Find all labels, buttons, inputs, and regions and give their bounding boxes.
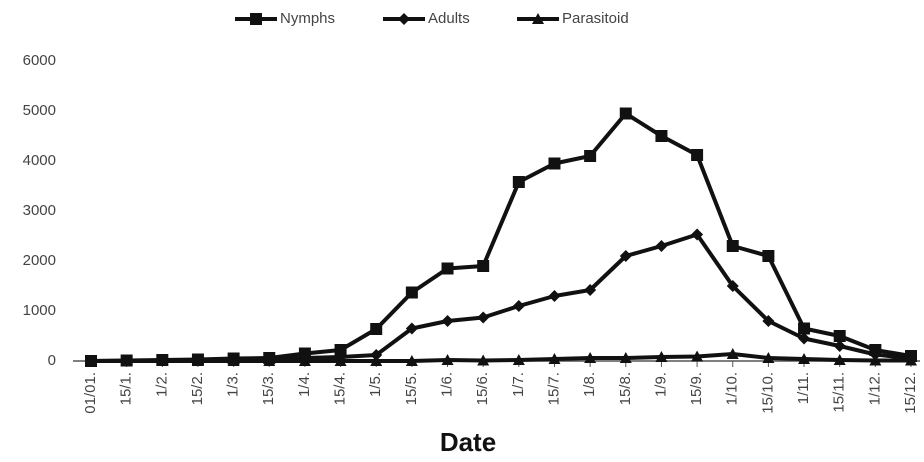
marker — [798, 322, 811, 335]
marker — [191, 355, 204, 366]
x-tick-label: 15/5. — [403, 372, 420, 405]
marker — [441, 354, 454, 365]
marker — [370, 355, 383, 366]
marker — [334, 355, 347, 366]
marker — [477, 354, 490, 366]
marker — [512, 354, 525, 365]
marker — [691, 228, 704, 241]
marker — [85, 355, 97, 366]
x-tick-label: 01/01. — [82, 372, 99, 414]
marker — [405, 355, 418, 366]
marker — [263, 355, 276, 366]
marker — [798, 353, 811, 364]
x-tick-label: 1/5. — [367, 372, 384, 397]
marker — [405, 322, 418, 335]
y-tick-label: 2000 — [23, 252, 56, 269]
x-tick-label: 1/3. — [225, 372, 242, 397]
marker — [833, 340, 846, 352]
marker — [833, 354, 846, 365]
series-line — [90, 111, 912, 363]
legend-marker — [398, 13, 410, 25]
x-tick-label: 15/6. — [474, 372, 491, 405]
legend-label: Nymphs — [280, 10, 335, 27]
marker — [655, 240, 668, 252]
x-tick-label: 15/10. — [759, 372, 776, 414]
x-tick-label: 1/9. — [652, 372, 669, 397]
y-tick-label: 4000 — [23, 152, 56, 169]
x-tick-label: 1/2. — [153, 372, 170, 397]
marker — [619, 352, 632, 363]
marker — [869, 354, 882, 366]
marker — [512, 176, 525, 188]
x-tick-label: 1/4. — [296, 372, 313, 397]
marker — [762, 250, 775, 262]
y-tick-label: 0 — [48, 352, 56, 369]
marker — [584, 150, 597, 162]
marker — [691, 149, 704, 161]
marker — [584, 352, 597, 363]
marker — [726, 280, 739, 292]
marker — [548, 157, 561, 170]
marker — [691, 350, 704, 362]
x-tick-label: 15/8. — [617, 372, 634, 405]
legend-label: Parasitoid — [562, 10, 629, 27]
y-tick-label: 3000 — [23, 202, 56, 219]
marker — [405, 286, 418, 299]
y-tick-label: 5000 — [23, 102, 56, 119]
y-tick-label: 1000 — [23, 302, 56, 319]
marker — [655, 130, 668, 142]
marker — [762, 352, 775, 363]
series-line — [91, 352, 911, 363]
marker — [441, 315, 454, 327]
marker — [798, 332, 811, 345]
x-tick-label: 15/3. — [260, 372, 277, 405]
x-tick-label: 1/11. — [795, 372, 812, 404]
marker — [762, 315, 775, 327]
marker — [548, 353, 561, 364]
x-tick-label: 15/4. — [332, 372, 349, 405]
marker — [120, 355, 133, 366]
marker — [477, 311, 490, 324]
marker — [655, 351, 668, 362]
marker — [833, 330, 846, 342]
x-tick-label: 1/7. — [510, 372, 527, 397]
marker — [370, 323, 383, 335]
x-tick-label: 15/12. — [902, 372, 919, 414]
legend-label: Adults — [428, 10, 470, 27]
marker — [548, 290, 561, 302]
marker — [905, 354, 917, 366]
x-tick-label: 15/9. — [688, 372, 705, 405]
x-tick-label: 1/10. — [724, 372, 741, 405]
marker — [477, 260, 490, 272]
x-tick-label: 15/11. — [831, 372, 848, 413]
marker — [512, 300, 525, 312]
x-tick-label: 15/2. — [189, 372, 206, 405]
marker — [726, 348, 739, 359]
marker — [726, 240, 739, 252]
marker — [334, 344, 347, 356]
marker — [156, 355, 169, 366]
legend-marker — [532, 13, 544, 24]
x-tick-label: 1/6. — [438, 372, 455, 397]
x-tick-label: 1/8. — [581, 372, 598, 397]
y-tick-label: 6000 — [23, 52, 56, 69]
x-axis-title: Date — [440, 427, 496, 457]
x-tick-label: 15/1. — [118, 372, 135, 405]
x-tick-label: 1/12. — [866, 372, 883, 405]
x-tick-label: 15/7. — [545, 372, 562, 405]
marker — [441, 262, 454, 275]
marker — [298, 355, 311, 366]
marker — [584, 284, 597, 296]
legend-marker — [250, 13, 262, 25]
marker — [619, 107, 632, 120]
marker — [619, 250, 632, 262]
marker — [227, 355, 240, 366]
